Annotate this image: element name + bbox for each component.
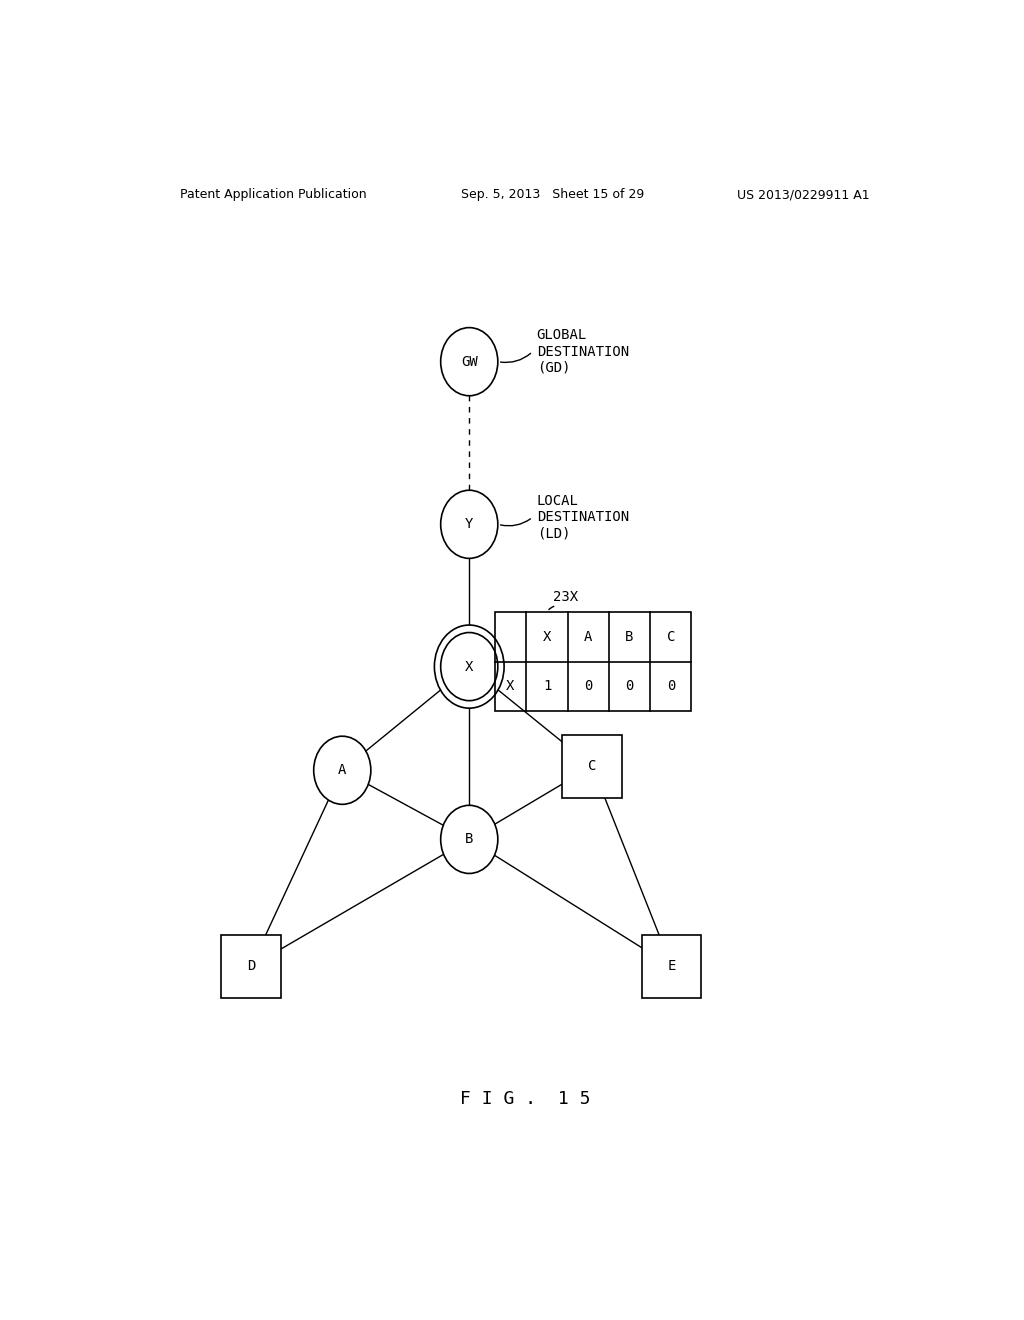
Text: 23X: 23X	[553, 590, 578, 603]
Ellipse shape	[440, 632, 498, 701]
Text: 0: 0	[584, 680, 593, 693]
Text: 1: 1	[543, 680, 551, 693]
Ellipse shape	[440, 805, 498, 874]
Text: B: B	[465, 833, 473, 846]
Text: A: A	[338, 763, 346, 777]
Text: E: E	[668, 960, 676, 973]
Text: B: B	[626, 630, 634, 644]
Text: Sep. 5, 2013   Sheet 15 of 29: Sep. 5, 2013 Sheet 15 of 29	[461, 189, 644, 202]
Bar	[562, 735, 622, 797]
Text: 0: 0	[667, 680, 675, 693]
Ellipse shape	[440, 490, 498, 558]
Text: Patent Application Publication: Patent Application Publication	[179, 189, 367, 202]
Text: GLOBAL
DESTINATION
(GD): GLOBAL DESTINATION (GD)	[537, 329, 629, 375]
Text: C: C	[588, 759, 596, 774]
Ellipse shape	[440, 327, 498, 396]
Text: X: X	[506, 680, 515, 693]
Text: X: X	[543, 630, 551, 644]
Text: A: A	[584, 630, 593, 644]
Ellipse shape	[313, 737, 371, 804]
Bar	[495, 611, 691, 711]
Ellipse shape	[434, 626, 504, 708]
Text: 0: 0	[626, 680, 634, 693]
Text: Y: Y	[465, 517, 473, 532]
Text: US 2013/0229911 A1: US 2013/0229911 A1	[737, 189, 870, 202]
Text: X: X	[465, 660, 473, 673]
Text: D: D	[247, 960, 255, 973]
Text: LOCAL
DESTINATION
(LD): LOCAL DESTINATION (LD)	[537, 494, 629, 540]
Text: F I G .  1 5: F I G . 1 5	[460, 1089, 590, 1107]
Bar	[642, 935, 701, 998]
Bar	[221, 935, 281, 998]
Text: GW: GW	[461, 355, 477, 368]
Text: C: C	[667, 630, 675, 644]
